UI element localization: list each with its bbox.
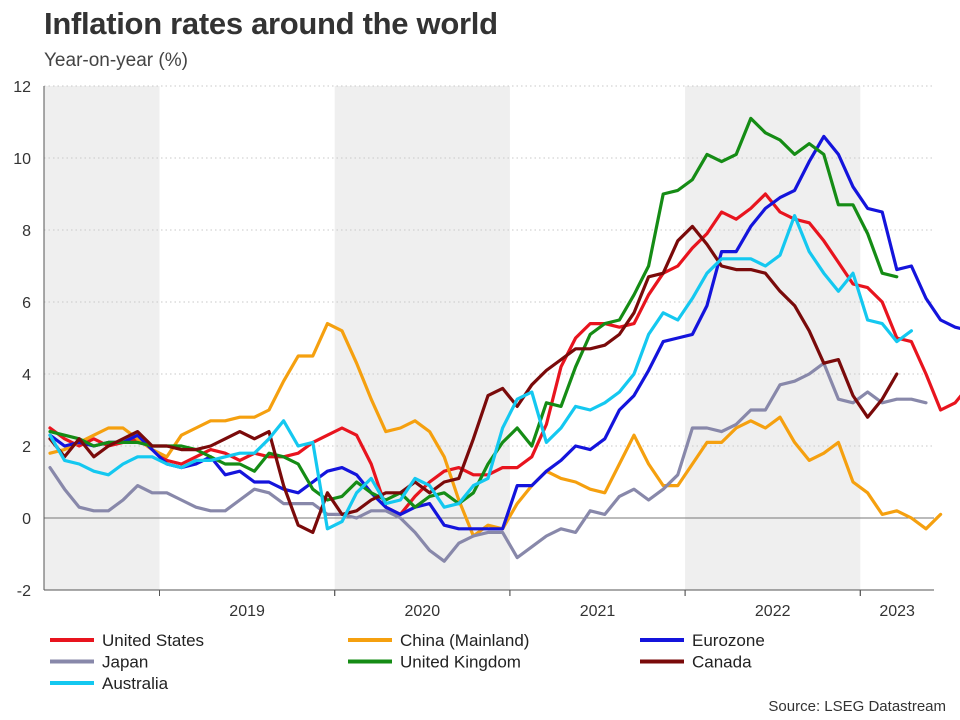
source-note: Source: LSEG Datastream [768, 698, 946, 715]
legend-label: Eurozone [692, 631, 765, 650]
x-tick-label: 2020 [405, 603, 441, 620]
chart-subtitle: Year-on-year (%) [44, 50, 188, 71]
series-lines [48, 116, 960, 563]
y-tick-label: 2 [22, 439, 31, 456]
chart-title: Inflation rates around the world [44, 6, 498, 41]
y-tick-label: 6 [22, 295, 31, 312]
y-tick-label: 8 [22, 223, 31, 240]
series-line-china-mainland [48, 322, 943, 538]
shaded-year-bands [44, 86, 861, 590]
y-tick-label: -2 [17, 583, 31, 600]
legend-label: China (Mainland) [400, 631, 529, 650]
x-tick-label: 2021 [580, 603, 616, 620]
x-tick-label: 2019 [229, 603, 265, 620]
y-tick-label: 12 [13, 79, 31, 96]
y-tick-label: 10 [13, 151, 31, 168]
series-line-australia [48, 214, 914, 531]
legend-label: Australia [102, 674, 169, 693]
y-tick-label: 4 [22, 367, 31, 384]
legend-label: Japan [102, 653, 148, 672]
legend-label: United States [102, 631, 204, 650]
y-tick-label: 0 [22, 511, 31, 528]
series-line-canada [48, 224, 899, 535]
x-tick-label: 2023 [879, 603, 915, 620]
axes: 12 10 8 6 4 2 0 -2 2019 2020 2021 2022 2023 [13, 79, 934, 620]
series-line-japan [48, 361, 928, 563]
legend-label: Canada [692, 653, 752, 672]
legend-label: United Kingdom [400, 653, 521, 672]
shaded-band-2022 [685, 86, 861, 590]
x-tick-label: 2022 [755, 603, 791, 620]
shaded-band-2018 [44, 86, 160, 590]
legend: United States China (Mainland) Eurozone Jap… [50, 631, 765, 693]
